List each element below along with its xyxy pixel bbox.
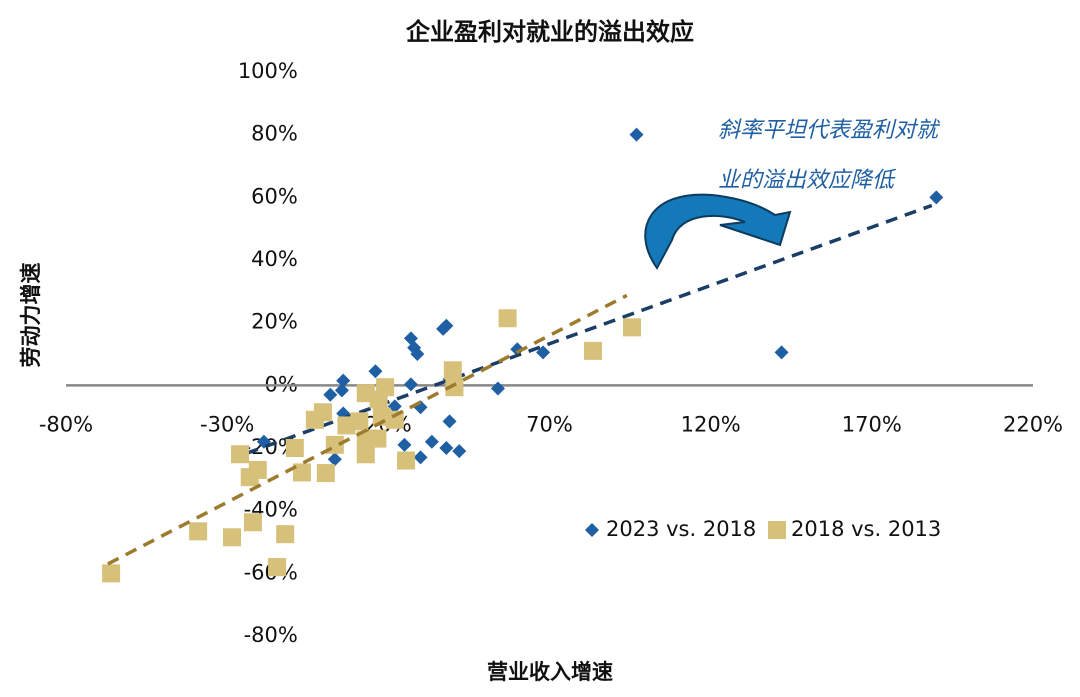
point [243,513,262,532]
point [276,525,295,544]
y-tick-label: 20% [251,310,298,334]
point [413,450,428,465]
arrow [644,193,792,270]
point [334,383,349,398]
point [231,445,250,464]
point [403,377,418,392]
x-axis-label: 营业收入增速 [487,660,613,684]
point [443,361,462,380]
point [327,452,342,467]
y-tick-label: 60% [251,184,298,208]
point [316,464,335,483]
point [629,127,644,142]
point [336,373,351,388]
point [313,403,332,422]
legend-label: 2018 vs. 2013 [791,517,941,541]
legend-marker [585,523,599,537]
x-tick-label: -30% [200,412,254,436]
point [442,414,457,429]
point [397,451,416,470]
point [268,558,287,577]
point [510,342,525,357]
point [439,318,454,333]
legend-marker [768,521,786,539]
point [929,190,944,205]
trend-line [245,203,933,455]
point [490,381,505,396]
x-tick-label: 220% [1003,412,1063,436]
point [189,522,208,541]
point [368,364,383,379]
trend-line [107,293,628,566]
point [424,434,439,449]
annotation: 斜率平坦代表盈利对就 [718,118,941,143]
annotation: 业的溢出效应降低 [718,168,897,193]
y-tick-label: 100% [238,59,298,83]
point [584,341,603,360]
point [350,412,369,431]
point [410,347,425,361]
point [498,309,517,328]
x-tick-label: -80% [39,412,93,436]
y-tick-label: 40% [251,247,298,271]
y-axis-label: 劳动力增速 [19,263,43,368]
chart-title: 企业盈利对就业的溢出效应 [406,18,694,46]
point [397,437,412,452]
point [774,345,789,360]
point [292,463,311,482]
point [323,387,338,402]
x-tick-label: 70% [526,412,573,436]
y-tick-label: 80% [251,122,298,146]
point [385,410,404,429]
point [623,318,642,337]
x-tick-label: 120% [681,412,741,436]
point [102,564,121,583]
point [452,444,467,459]
point [285,439,304,457]
point [248,460,267,479]
legend-label: 2023 vs. 2018 [606,517,756,541]
point [223,528,242,547]
point [368,429,387,448]
y-tick-label: -80% [244,623,298,647]
point [445,378,464,397]
point [439,441,454,455]
x-tick-label: 170% [842,412,902,436]
point [369,390,388,409]
point [356,445,375,464]
point [387,399,402,414]
